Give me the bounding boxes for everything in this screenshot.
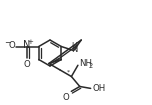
Text: +: + (28, 39, 33, 45)
Text: *: * (67, 70, 70, 75)
Text: O: O (24, 60, 30, 69)
Text: −: − (4, 38, 10, 47)
Text: NH: NH (79, 59, 92, 68)
Text: OH: OH (92, 84, 105, 93)
Text: O: O (8, 41, 15, 50)
Text: H: H (72, 42, 78, 51)
Text: O: O (63, 93, 69, 102)
Text: N: N (71, 45, 78, 54)
Text: N: N (23, 41, 31, 51)
Text: 2: 2 (88, 63, 93, 69)
